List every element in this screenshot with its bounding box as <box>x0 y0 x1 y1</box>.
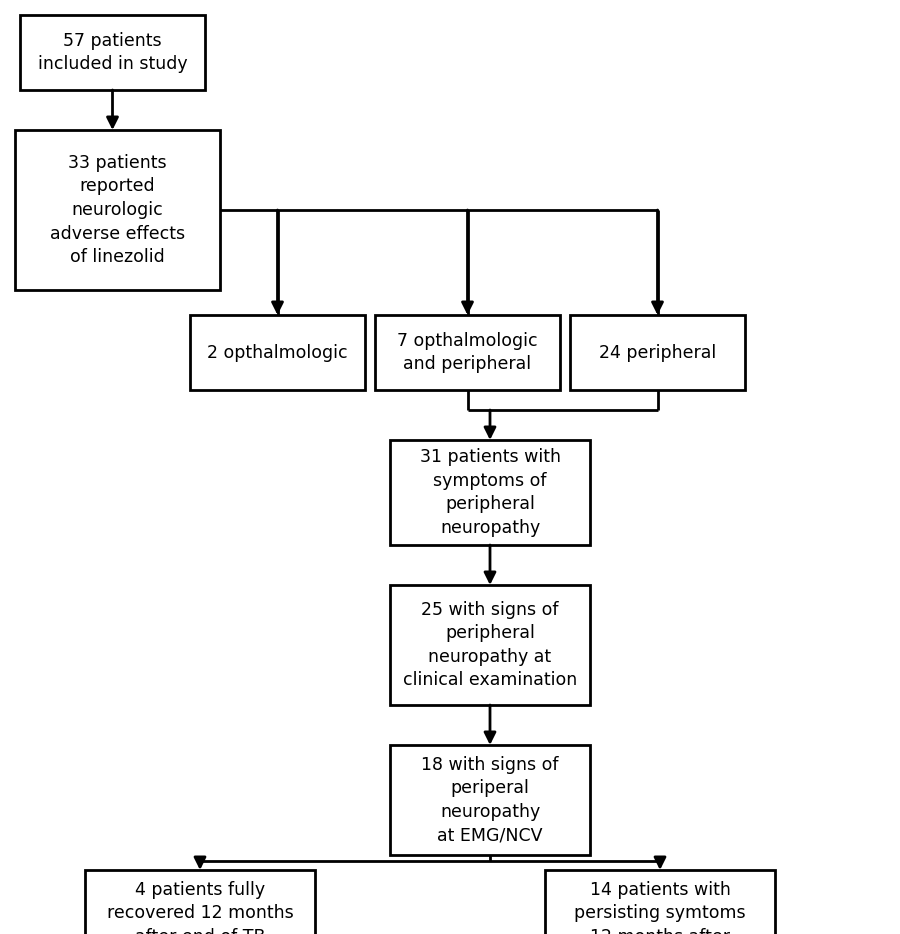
Bar <box>15 130 220 290</box>
Bar <box>390 585 590 705</box>
Bar <box>545 870 775 934</box>
Bar <box>390 440 590 545</box>
Text: 18 with signs of
periperal
neuropathy
at EMG/NCV: 18 with signs of periperal neuropathy at… <box>421 756 559 844</box>
Text: 25 with signs of
peripheral
neuropathy at
clinical examination: 25 with signs of peripheral neuropathy a… <box>403 601 577 689</box>
Bar <box>20 15 205 90</box>
Bar <box>390 745 590 855</box>
Bar <box>85 870 315 934</box>
Text: 2 opthalmologic: 2 opthalmologic <box>207 344 347 361</box>
Text: 57 patients
included in study: 57 patients included in study <box>38 32 187 73</box>
Bar <box>190 315 365 390</box>
Text: 7 opthalmologic
and peripheral: 7 opthalmologic and peripheral <box>397 332 538 374</box>
Text: 14 patients with
persisting symtoms
12 months after
end of TB treatment: 14 patients with persisting symtoms 12 m… <box>572 881 748 934</box>
Bar <box>375 315 560 390</box>
Text: 33 patients
reported
neurologic
adverse effects
of linezolid: 33 patients reported neurologic adverse … <box>50 154 185 266</box>
Text: 24 peripheral: 24 peripheral <box>598 344 716 361</box>
Bar <box>570 315 745 390</box>
Text: 4 patients fully
recovered 12 months
after end of TB
treatment: 4 patients fully recovered 12 months aft… <box>106 881 293 934</box>
Text: 31 patients with
symptoms of
peripheral
neuropathy: 31 patients with symptoms of peripheral … <box>419 448 561 537</box>
